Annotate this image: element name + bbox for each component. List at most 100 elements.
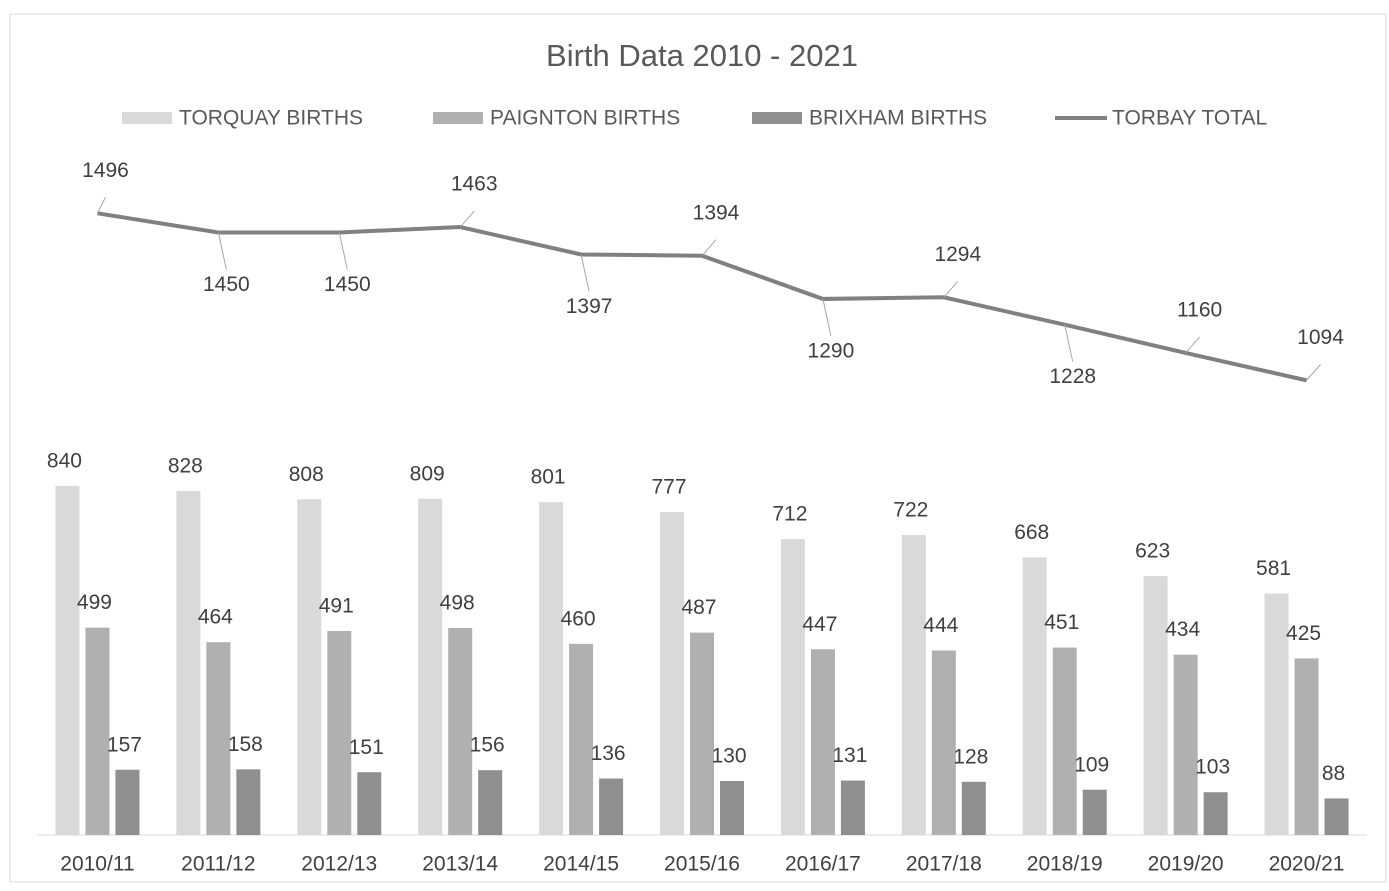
data-label: 1397 xyxy=(566,295,613,318)
bar xyxy=(1052,647,1077,835)
data-label: 103 xyxy=(1195,756,1230,779)
x-tick-label: 2017/18 xyxy=(906,853,982,876)
data-label: 88 xyxy=(1322,762,1345,785)
data-label: 581 xyxy=(1256,557,1291,580)
bar xyxy=(1022,557,1047,835)
x-tick-label: 2020/21 xyxy=(1269,853,1345,876)
bar xyxy=(539,502,564,835)
data-label: 499 xyxy=(77,591,112,614)
x-tick-label: 2013/14 xyxy=(422,853,498,876)
leader-line xyxy=(217,232,227,270)
bar xyxy=(690,632,714,835)
data-label: 712 xyxy=(772,503,807,526)
leader-line xyxy=(580,254,590,292)
bar xyxy=(327,630,352,835)
data-label: 131 xyxy=(832,744,867,767)
bar xyxy=(1203,792,1228,835)
x-tick-label: 2019/20 xyxy=(1148,853,1224,876)
bar xyxy=(1294,658,1319,835)
data-label: 808 xyxy=(289,463,324,486)
x-tick-label: 2015/16 xyxy=(664,853,740,876)
legend-swatch xyxy=(752,112,802,124)
data-label: 158 xyxy=(228,733,263,756)
bar xyxy=(901,534,926,835)
data-label: 722 xyxy=(893,499,928,522)
leader-line xyxy=(822,298,832,337)
bar xyxy=(236,769,261,835)
bar xyxy=(357,772,382,835)
data-label: 447 xyxy=(802,613,837,636)
data-label: 157 xyxy=(107,733,142,756)
data-label: 109 xyxy=(1074,753,1109,776)
leader-line xyxy=(701,239,717,257)
leader-line xyxy=(97,197,106,214)
leader-line xyxy=(1064,324,1074,362)
bar xyxy=(418,498,443,835)
data-label: 668 xyxy=(1014,521,1049,544)
bar xyxy=(569,643,594,835)
legend-label: BRIXHAM BIRTHS xyxy=(809,107,987,130)
bar xyxy=(206,642,231,835)
data-label: 623 xyxy=(1135,540,1170,563)
bar xyxy=(599,778,624,835)
data-label: 451 xyxy=(1044,611,1079,634)
data-label: 777 xyxy=(651,476,686,499)
chart-title: Birth Data 2010 - 2021 xyxy=(546,38,858,73)
data-label: 840 xyxy=(47,449,82,472)
data-label: 1160 xyxy=(1177,299,1222,322)
data-label: 828 xyxy=(168,454,203,477)
x-tick-label: 2016/17 xyxy=(785,853,861,876)
data-label: 156 xyxy=(470,734,505,757)
bar xyxy=(115,769,140,835)
bar xyxy=(448,628,473,835)
legend-swatch xyxy=(433,112,483,124)
bar xyxy=(1143,576,1168,835)
leader-line xyxy=(1306,364,1321,381)
data-label: 1450 xyxy=(203,273,250,296)
leader-line xyxy=(1185,336,1201,354)
leader-line xyxy=(459,210,475,228)
bar xyxy=(840,780,865,835)
bar xyxy=(660,512,684,835)
data-label: 460 xyxy=(561,607,596,630)
bar xyxy=(780,539,805,835)
x-tick-label: 2011/12 xyxy=(181,853,255,876)
bar xyxy=(931,650,956,835)
data-label: 425 xyxy=(1286,622,1321,645)
bar xyxy=(297,499,322,835)
data-label: 1496 xyxy=(82,159,129,182)
data-label: 464 xyxy=(198,606,233,629)
data-label: 809 xyxy=(410,462,445,485)
legend-label: TORBAY TOTAL xyxy=(1112,107,1267,130)
data-label: 151 xyxy=(349,736,384,759)
data-label: 1463 xyxy=(451,173,498,196)
x-tick-label: 2010/11 xyxy=(60,853,134,876)
bar xyxy=(1082,789,1107,835)
bar xyxy=(176,490,201,835)
data-label: 1290 xyxy=(808,339,855,362)
bar xyxy=(720,780,744,835)
bar xyxy=(1173,654,1198,835)
data-label: 136 xyxy=(591,742,626,765)
leader-line xyxy=(943,280,959,298)
data-label: 444 xyxy=(923,614,958,637)
legend-swatch xyxy=(122,112,172,124)
data-label: 1394 xyxy=(693,201,740,224)
data-label: 130 xyxy=(711,745,746,768)
bar xyxy=(478,770,503,835)
bar xyxy=(55,485,80,835)
data-label: 128 xyxy=(953,745,988,768)
x-tick-label: 2012/13 xyxy=(301,853,377,876)
x-tick-label: 2014/15 xyxy=(543,853,619,876)
data-label: 1450 xyxy=(324,273,371,296)
data-label: 434 xyxy=(1165,618,1200,641)
bar xyxy=(1264,593,1289,835)
bar xyxy=(961,781,986,835)
line xyxy=(97,211,1307,383)
data-label: 498 xyxy=(440,592,475,615)
data-label: 1228 xyxy=(1049,365,1096,388)
data-label: 491 xyxy=(319,595,354,618)
data-label: 1294 xyxy=(934,243,981,266)
data-label: 487 xyxy=(681,596,716,619)
legend-label: TORQUAY BIRTHS xyxy=(179,107,363,130)
